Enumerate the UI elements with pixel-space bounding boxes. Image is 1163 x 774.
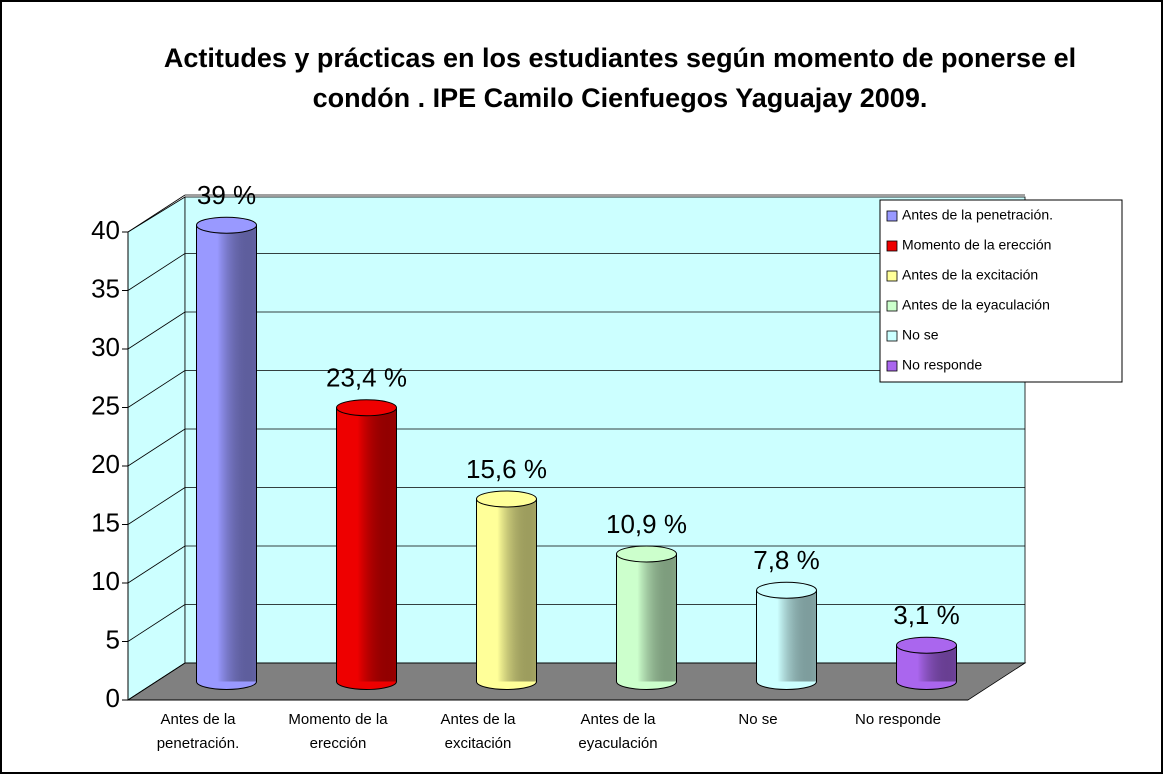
- value-label: 39 %: [197, 180, 256, 210]
- bar-outline: [196, 225, 257, 682]
- bar-top: [896, 636, 957, 654]
- y-tick-label: 30: [91, 332, 120, 362]
- x-tick-label: Antes de la penetración.: [156, 711, 240, 752]
- legend-label: No se: [902, 327, 939, 343]
- legend-label: Antes de la eyaculación: [902, 297, 1050, 313]
- bar-outline: [616, 553, 677, 682]
- bar-outline: [476, 498, 537, 682]
- x-tick-label: No responde: [855, 711, 941, 728]
- bar-shade: [756, 590, 817, 682]
- value-label: 7,8 %: [753, 545, 820, 575]
- legend-swatch: [886, 330, 898, 342]
- legend: [879, 199, 1123, 383]
- chart-title: Actitudes y prácticas en los estudiantes…: [163, 43, 1077, 113]
- y-tick-label: 0: [106, 683, 120, 713]
- grid-line: [127, 253, 186, 291]
- grid-line: [127, 311, 186, 350]
- grid-line: [127, 545, 186, 584]
- legend-label: Antes de la penetración.: [902, 207, 1053, 223]
- bar-outline: [336, 407, 397, 682]
- x-tick-label: Antes de la eyaculación: [578, 711, 658, 752]
- bar-outline: [896, 645, 957, 682]
- y-tick-label: 5: [106, 624, 120, 654]
- grid-line: [127, 662, 186, 701]
- grid-line: [127, 604, 186, 642]
- x-tick-label: Antes de la excitación: [440, 711, 516, 752]
- y-tick-label: 10: [91, 566, 120, 596]
- legend-swatch: [886, 270, 898, 282]
- bar-shade: [616, 553, 677, 682]
- bar-outline: [756, 590, 817, 682]
- bar-shade: [476, 498, 537, 682]
- y-tick-label: 40: [91, 215, 120, 245]
- bar-top: [756, 581, 817, 599]
- y-tick-label: 15: [91, 507, 120, 537]
- grid-line: [127, 428, 186, 467]
- value-label: 3,1 %: [893, 600, 960, 630]
- bar-shade: [196, 225, 257, 682]
- x-tick-label: Momento de la erección: [288, 711, 388, 752]
- bar-top: [616, 545, 677, 563]
- y-tick-label: 35: [91, 273, 120, 303]
- bar-shade: [336, 407, 397, 682]
- bar-top: [336, 399, 397, 417]
- legend-swatch: [886, 300, 898, 312]
- x-tick-label: No se: [738, 711, 778, 728]
- legend-swatch: [886, 360, 898, 372]
- floor: [126, 662, 1027, 701]
- value-label: 10,9 %: [606, 509, 687, 539]
- y-tick-label: 25: [91, 390, 120, 420]
- legend-swatch: [886, 210, 898, 222]
- legend-label: Antes de la excitación: [902, 267, 1038, 283]
- grid-line: [127, 487, 186, 525]
- grid-line: [127, 194, 186, 233]
- value-label: 23,4 %: [326, 363, 407, 393]
- value-label: 15,6 %: [466, 454, 547, 484]
- bar-top: [476, 490, 537, 508]
- legend-label: Momento de la erección: [902, 237, 1051, 253]
- legend-label: No responde: [902, 357, 982, 373]
- grid-line: [127, 370, 186, 408]
- bar-top: [196, 216, 257, 234]
- legend-swatch: [886, 240, 898, 252]
- y-tick-label: 20: [91, 449, 120, 479]
